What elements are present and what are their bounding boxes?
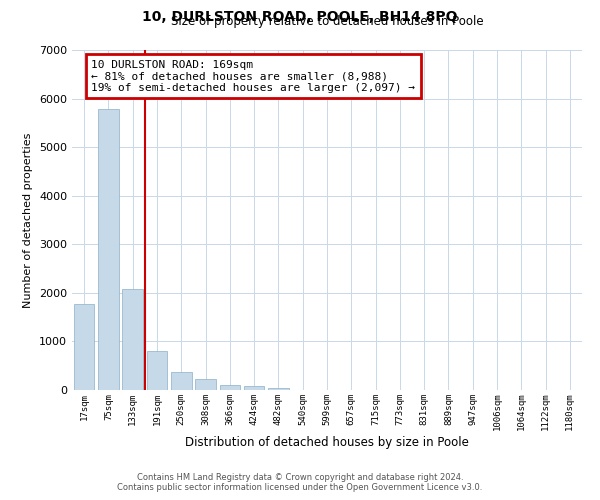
X-axis label: Distribution of detached houses by size in Poole: Distribution of detached houses by size … bbox=[185, 436, 469, 449]
Title: Size of property relative to detached houses in Poole: Size of property relative to detached ho… bbox=[170, 15, 484, 28]
Bar bbox=[244, 386, 265, 390]
Bar bbox=[268, 388, 289, 390]
Bar bbox=[220, 385, 240, 390]
Bar bbox=[98, 110, 119, 390]
Bar bbox=[195, 379, 216, 390]
Bar bbox=[74, 304, 94, 390]
Text: 10 DURLSTON ROAD: 169sqm
← 81% of detached houses are smaller (8,988)
19% of sem: 10 DURLSTON ROAD: 169sqm ← 81% of detach… bbox=[91, 60, 415, 93]
Text: 10, DURLSTON ROAD, POOLE, BH14 8PQ: 10, DURLSTON ROAD, POOLE, BH14 8PQ bbox=[142, 10, 458, 24]
Bar bbox=[122, 289, 143, 390]
Bar bbox=[171, 372, 191, 390]
Y-axis label: Number of detached properties: Number of detached properties bbox=[23, 132, 34, 308]
Text: Contains HM Land Registry data © Crown copyright and database right 2024.
Contai: Contains HM Land Registry data © Crown c… bbox=[118, 473, 482, 492]
Bar bbox=[146, 350, 167, 390]
